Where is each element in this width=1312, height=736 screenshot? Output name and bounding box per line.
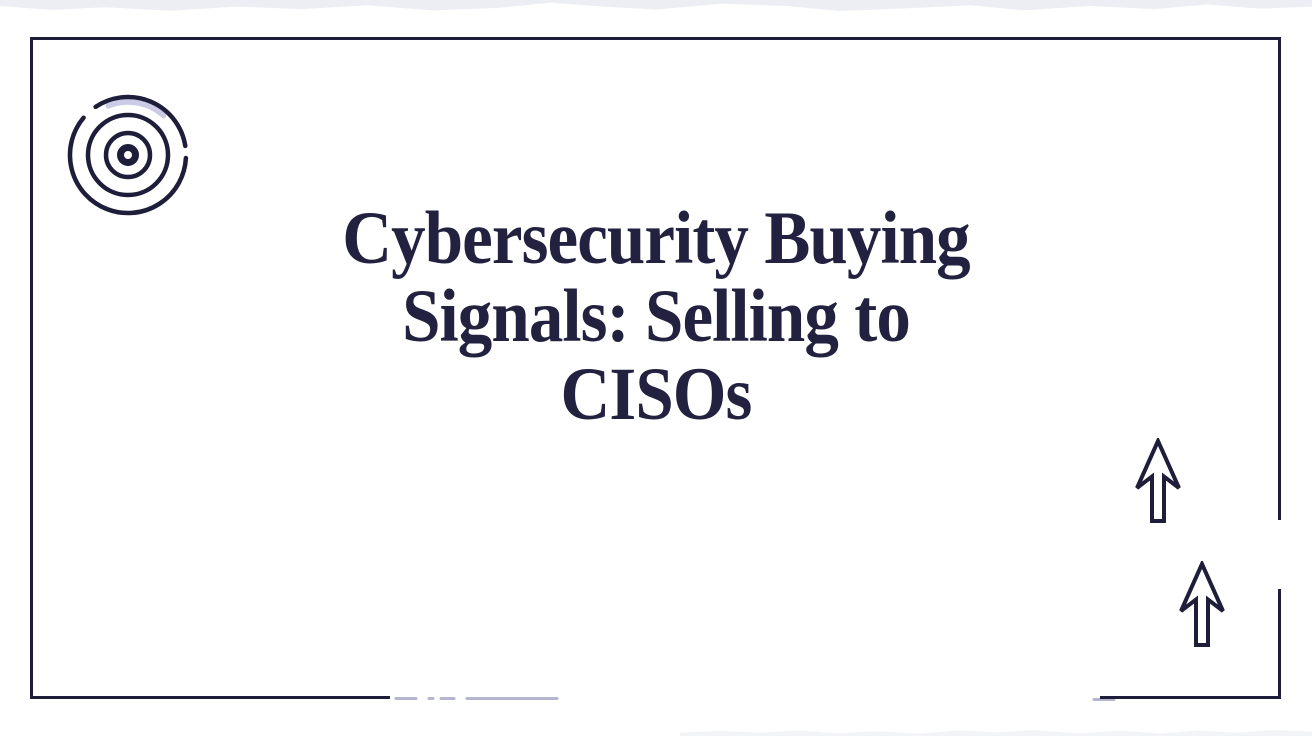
up-arrow-icon [1179,561,1225,647]
title-line-1: Cybersecurity Buying [342,197,970,280]
torn-edge-bottom [680,730,1312,736]
bullseye-target-icon [67,94,189,216]
torn-edge-top [0,0,1312,12]
up-arrow-icon [1135,438,1181,523]
slide-title: Cybersecurity Buying Signals: Selling to… [80,200,1232,434]
title-line-3: CISOs [560,353,753,436]
title-line-2: Signals: Selling to [402,275,911,358]
